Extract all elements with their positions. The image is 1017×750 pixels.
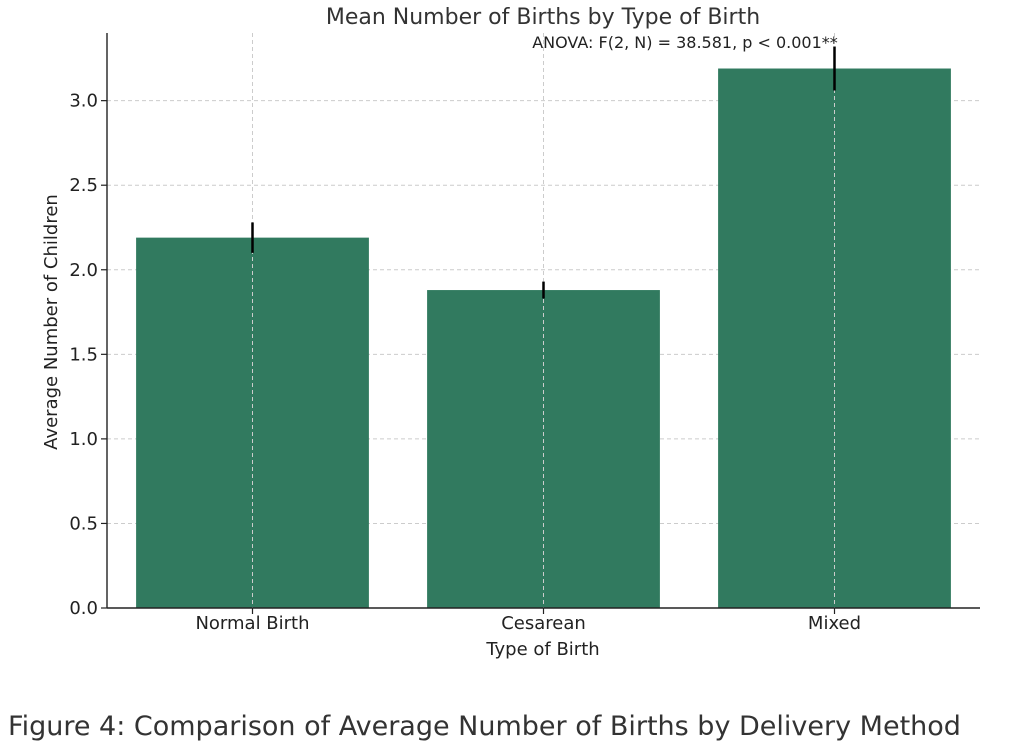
axes (101, 33, 980, 614)
error-bars-group (251, 33, 836, 608)
figure-caption: Figure 4: Comparison of Average Number o… (8, 711, 961, 742)
chart-title: Mean Number of Births by Type of Birth (326, 5, 760, 30)
y-tick-label: 1.5 (69, 344, 98, 365)
y-tick-label: 1.0 (69, 429, 98, 450)
y-tick-label: 3.0 (69, 91, 98, 112)
bar-chart: 0.0 0.5 1.0 1.5 2.0 2.5 3.0 Normal Birth Cesarea… (41, 5, 980, 660)
tick-labels: 0.0 0.5 1.0 1.5 2.0 2.5 3.0 Normal Birth Cesarea… (69, 91, 861, 634)
x-tick-label: Mixed (808, 613, 861, 634)
x-axis-label: Type of Birth (485, 639, 599, 660)
y-tick-label: 2.0 (69, 260, 98, 281)
bars-group (136, 68, 951, 608)
y-tick-label: 2.5 (69, 175, 98, 196)
bar (718, 68, 951, 608)
x-tick-label: Cesarean (501, 613, 586, 634)
x-tick-label: Normal Birth (195, 613, 309, 634)
y-axis-label: Average Number of Children (41, 194, 62, 450)
anova-annotation: ANOVA: F(2, N) = 38.581, p < 0.001** (532, 33, 838, 52)
y-tick-label: 0.0 (69, 598, 98, 619)
y-tick-label: 0.5 (69, 513, 98, 534)
